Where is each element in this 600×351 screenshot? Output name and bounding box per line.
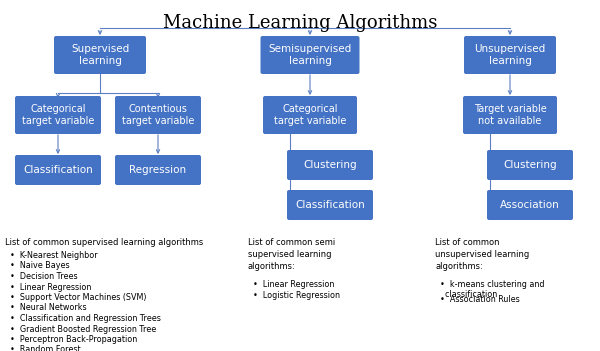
FancyBboxPatch shape [487,190,573,220]
Text: List of common semi
supervised learning
algorithms:: List of common semi supervised learning … [248,238,335,271]
Text: Classification: Classification [295,200,365,210]
Text: •  Logistic Regression: • Logistic Regression [253,291,340,300]
Text: •  Random Forest: • Random Forest [10,345,80,351]
FancyBboxPatch shape [260,36,359,74]
Text: Regression: Regression [130,165,187,175]
Text: •  Neural Networks: • Neural Networks [10,304,86,312]
Text: •  K-Nearest Neighbor: • K-Nearest Neighbor [10,251,98,260]
Text: Categorical
target variable: Categorical target variable [22,104,94,126]
FancyBboxPatch shape [463,96,557,134]
FancyBboxPatch shape [487,150,573,180]
FancyBboxPatch shape [54,36,146,74]
Text: •  Perceptron Back-Propagation: • Perceptron Back-Propagation [10,335,137,344]
Text: •  Decision Trees: • Decision Trees [10,272,77,281]
Text: •  Linear Regression: • Linear Regression [10,283,91,291]
Text: •  Naive Bayes: • Naive Bayes [10,261,70,271]
Text: List of common
unsupervised learning
algorithms:: List of common unsupervised learning alg… [435,238,529,271]
Text: Supervised
learning: Supervised learning [71,44,129,66]
FancyBboxPatch shape [287,150,373,180]
FancyBboxPatch shape [15,155,101,185]
FancyBboxPatch shape [287,190,373,220]
Text: Clustering: Clustering [303,160,357,170]
Text: Clustering: Clustering [503,160,557,170]
Text: Contentious
target variable: Contentious target variable [122,104,194,126]
FancyBboxPatch shape [464,36,556,74]
Text: •  Classification and Regression Trees: • Classification and Regression Trees [10,314,161,323]
Text: •  Gradient Boosted Regression Tree: • Gradient Boosted Regression Tree [10,325,156,333]
Text: Semisupervised
learning: Semisupervised learning [268,44,352,66]
Text: Association: Association [500,200,560,210]
Text: •  Association Rules: • Association Rules [440,295,520,304]
FancyBboxPatch shape [263,96,357,134]
FancyBboxPatch shape [15,96,101,134]
Text: Categorical
target variable: Categorical target variable [274,104,346,126]
Text: Unsupervised
learning: Unsupervised learning [475,44,545,66]
FancyBboxPatch shape [115,155,201,185]
Text: Classification: Classification [23,165,93,175]
Text: •  Support Vector Machines (SVM): • Support Vector Machines (SVM) [10,293,146,302]
Text: •  Linear Regression: • Linear Regression [253,280,334,289]
Text: Machine Learning Algorithms: Machine Learning Algorithms [163,14,437,32]
Text: List of common supervised learning algorithms: List of common supervised learning algor… [5,238,203,247]
Text: Target variable
not available: Target variable not available [473,104,547,126]
FancyBboxPatch shape [115,96,201,134]
Text: •  k-means clustering and
  classification: • k-means clustering and classification [440,280,545,299]
